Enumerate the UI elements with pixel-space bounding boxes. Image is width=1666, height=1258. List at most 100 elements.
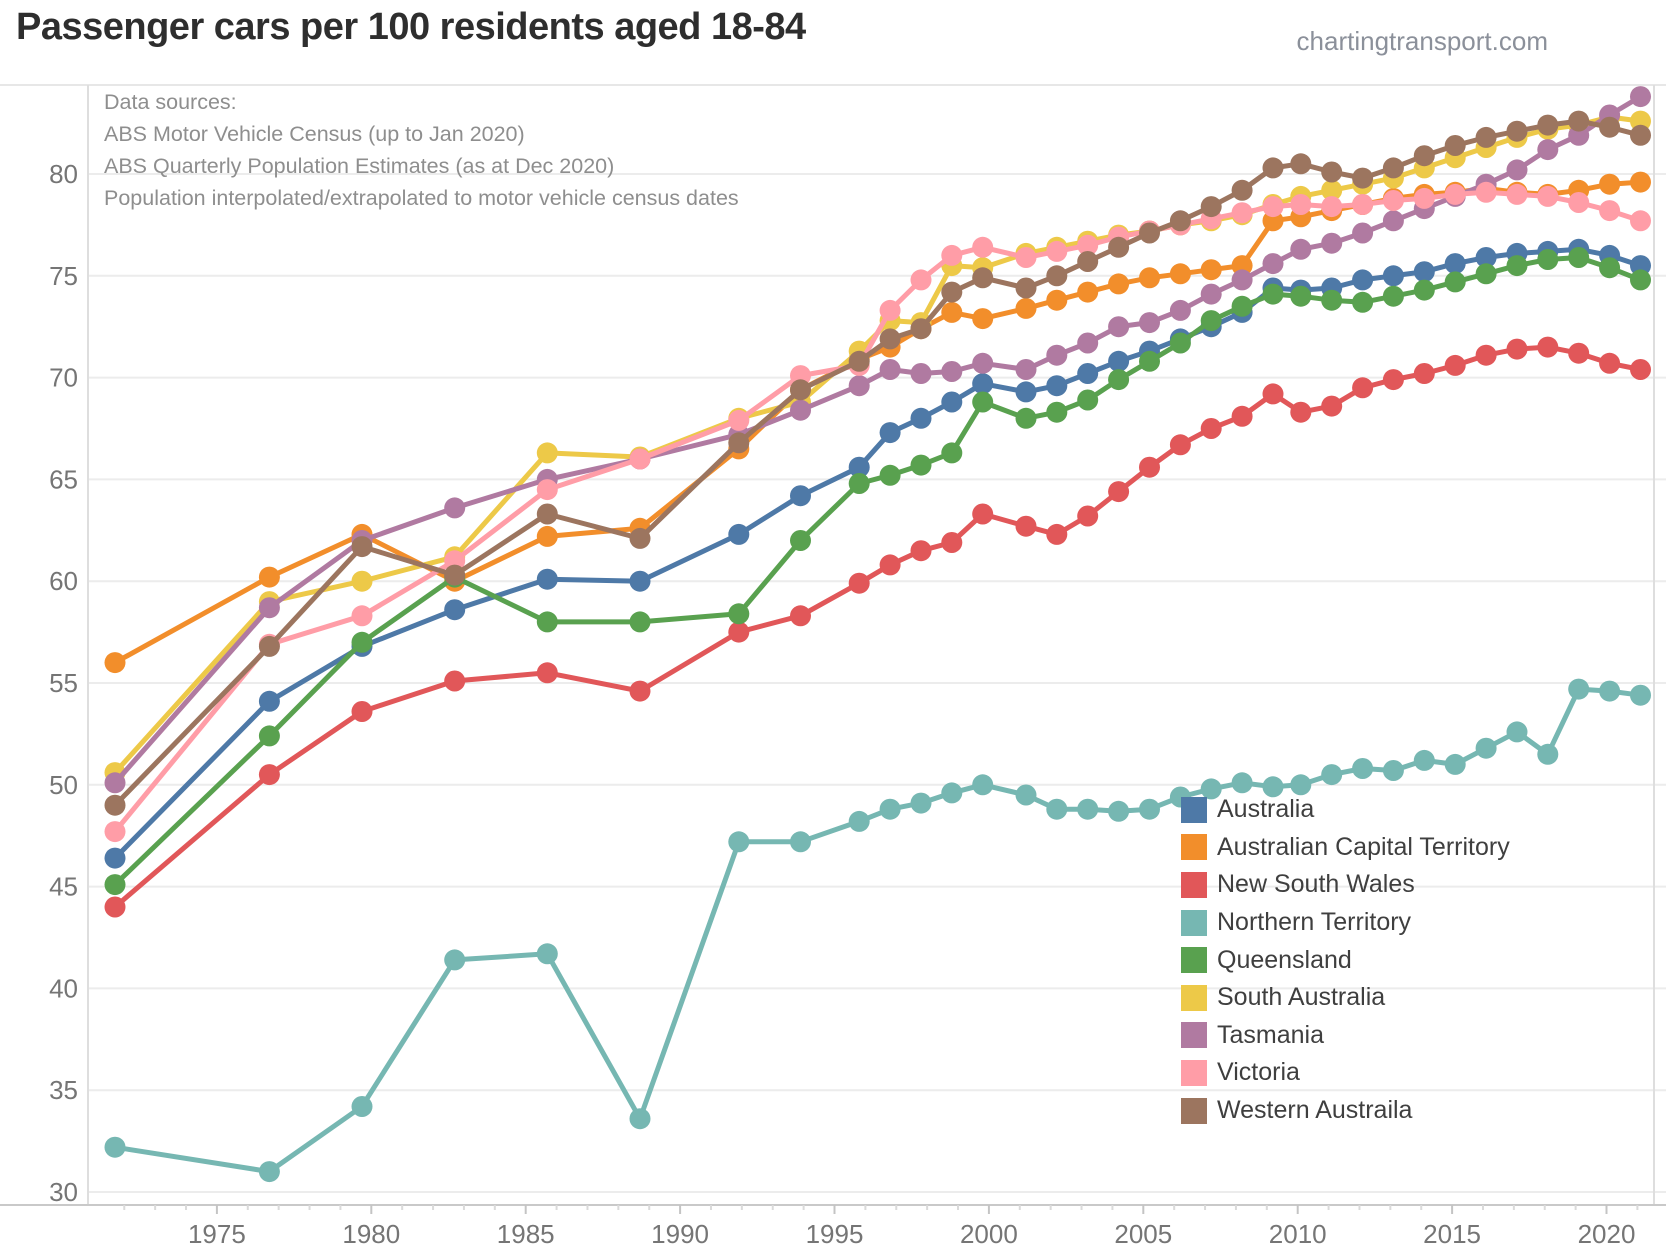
marker-victoria-1979 — [351, 605, 373, 627]
x-tick-label-1990: 1990 — [651, 1219, 709, 1249]
marker-northern-territory-2015 — [1444, 753, 1466, 775]
marker-western-austraila-1998 — [910, 318, 932, 340]
marker-australia-2014 — [1413, 261, 1435, 283]
legend-label: South Australia — [1217, 983, 1386, 1012]
marker-northern-territory-2004 — [1108, 800, 1130, 822]
marker-northern-territory-1994 — [790, 831, 811, 853]
marker-australia-1982 — [444, 599, 466, 621]
marker-queensland-2005 — [1139, 350, 1160, 372]
marker-new-south-wales-2008 — [1231, 405, 1253, 427]
marker-northern-territory-2013 — [1382, 760, 1404, 781]
marker-new-south-wales-2006 — [1169, 434, 1191, 456]
marker-australia-1999 — [941, 391, 963, 413]
legend-item-australian-capital-territory: Australian Capital Territory — [1181, 829, 1510, 867]
marker-victoria-2015 — [1444, 183, 1466, 205]
marker-australia-1994 — [790, 485, 811, 507]
marker-northern-territory-2001 — [1015, 784, 1037, 806]
series-line-australia — [112, 246, 1643, 861]
legend-label: Northern Territory — [1217, 908, 1412, 937]
marker-western-austraila-1976 — [258, 635, 280, 657]
data-sources-note: Data sources: ABS Motor Vehicle Census (… — [104, 86, 739, 214]
marker-victoria-1999 — [941, 244, 963, 266]
marker-western-austraila-2014 — [1413, 145, 1435, 167]
marker-new-south-wales-2020 — [1599, 352, 1621, 374]
marker-tasmania-2021 — [1630, 86, 1651, 108]
marker-western-austraila-2003 — [1077, 251, 1099, 272]
marker-western-austraila-1982 — [444, 564, 466, 586]
data-sources-heading: Data sources: — [104, 90, 237, 114]
marker-tasmania-2002 — [1046, 344, 1068, 366]
legend-label: Victoria — [1217, 1058, 1300, 1087]
legend-item-tasmania: Tasmania — [1181, 1017, 1510, 1055]
marker-victoria-2017 — [1506, 183, 1528, 205]
marker-northern-territory-2007 — [1200, 778, 1222, 800]
marker-western-austraila-1988 — [629, 527, 651, 549]
marker-australia-1998 — [910, 407, 932, 429]
marker-northern-territory-1997 — [879, 798, 901, 820]
marker-queensland-2011 — [1321, 289, 1343, 311]
marker-victoria-1992 — [728, 409, 750, 431]
marker-queensland-1998 — [910, 454, 932, 476]
marker-northern-territory-1976 — [258, 1161, 280, 1183]
marker-queensland-1979 — [351, 631, 373, 653]
marker-tasmania-1996 — [848, 375, 870, 397]
marker-queensland-1985 — [536, 611, 558, 633]
marker-queensland-2010 — [1290, 285, 1312, 307]
marker-australian-capital-territory-2005 — [1139, 267, 1160, 289]
marker-new-south-wales-2019 — [1568, 342, 1590, 364]
marker-western-austraila-2020 — [1599, 116, 1621, 138]
marker-victoria-2013 — [1382, 190, 1404, 211]
marker-queensland-2002 — [1046, 401, 1068, 423]
marker-western-austraila-2004 — [1108, 236, 1130, 258]
marker-new-south-wales-1982 — [444, 670, 466, 692]
marker-tasmania-1971 — [104, 772, 126, 794]
marker-queensland-2020 — [1599, 257, 1621, 279]
marker-northern-territory-2018 — [1537, 743, 1559, 765]
marker-new-south-wales-2014 — [1413, 363, 1435, 384]
marker-western-austraila-2019 — [1568, 110, 1590, 132]
marker-australia-2002 — [1046, 375, 1068, 397]
x-tick-label-2020: 2020 — [1578, 1219, 1636, 1249]
marker-queensland-2000 — [972, 391, 994, 413]
marker-australia-1996 — [848, 456, 870, 478]
marker-new-south-wales-1976 — [258, 764, 280, 786]
marker-western-austraila-2009 — [1262, 157, 1284, 179]
marker-new-south-wales-2021 — [1630, 359, 1651, 380]
marker-australia-2012 — [1352, 269, 1374, 291]
marker-western-austraila-1999 — [941, 281, 963, 303]
legend-item-queensland: Queensland — [1181, 941, 1510, 979]
marker-south-australia-2011 — [1321, 179, 1343, 201]
marker-australian-capital-territory-2000 — [972, 308, 994, 330]
marker-victoria-2000 — [972, 236, 994, 258]
legend-label: New South Wales — [1217, 870, 1415, 899]
legend-label: Queensland — [1217, 945, 1352, 974]
site-watermark[interactable]: chartingtransport.com — [1296, 26, 1548, 56]
legend-swatch-icon — [1181, 834, 1207, 861]
marker-western-austraila-1985 — [536, 503, 558, 525]
legend-label: Australian Capital Territory — [1217, 832, 1510, 861]
x-tick-label-2000: 2000 — [960, 1219, 1018, 1249]
y-tick-label-55: 55 — [49, 668, 78, 698]
marker-victoria-2009 — [1262, 196, 1284, 218]
y-tick-label-80: 80 — [49, 159, 78, 189]
marker-new-south-wales-1985 — [536, 662, 558, 684]
marker-new-south-wales-2000 — [972, 503, 994, 525]
marker-western-austraila-1994 — [790, 379, 811, 401]
marker-tasmania-1976 — [258, 597, 280, 619]
marker-northern-territory-2011 — [1321, 764, 1343, 786]
marker-tasmania-2007 — [1200, 283, 1222, 305]
legend: Australia Australian Capital Territory New… — [1181, 791, 1510, 1129]
marker-australia-2015 — [1444, 253, 1466, 275]
marker-queensland-1999 — [941, 442, 963, 464]
y-tick-label-70: 70 — [49, 363, 78, 393]
marker-australia-1988 — [629, 570, 651, 592]
legend-item-victoria: Victoria — [1181, 1054, 1510, 1092]
marker-new-south-wales-1971 — [104, 896, 126, 918]
marker-new-south-wales-1992 — [728, 621, 750, 643]
marker-queensland-1988 — [629, 611, 651, 633]
marker-western-austraila-2013 — [1382, 157, 1404, 179]
legend-swatch-icon — [1181, 796, 1207, 823]
marker-australia-1976 — [258, 690, 280, 712]
marker-new-south-wales-2012 — [1352, 377, 1374, 399]
